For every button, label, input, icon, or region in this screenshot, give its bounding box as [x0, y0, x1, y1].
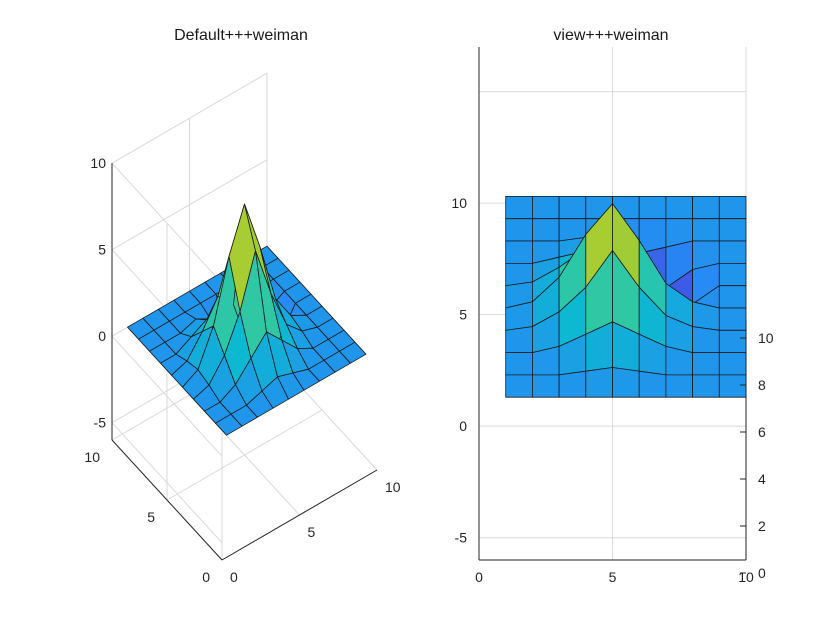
surface-patch	[339, 341, 367, 364]
surface-patch	[532, 374, 560, 398]
y-tick-label: 10	[451, 195, 467, 211]
right-axis-tick-label: 4	[758, 471, 766, 487]
surface-patch	[505, 374, 533, 398]
surface-patch	[532, 218, 560, 242]
y-tick-label: 5	[459, 307, 467, 323]
surface-patch	[505, 352, 533, 376]
right-axis-tick-label: 2	[758, 518, 766, 534]
surface-patch	[718, 195, 747, 220]
surface-patch	[692, 218, 720, 242]
y-tick-label: 0	[459, 418, 467, 434]
x-tick-label: 5	[308, 524, 316, 540]
right-subplot-title: view+++weiman	[553, 27, 668, 44]
left-subplot-title: Default+++weiman	[174, 27, 308, 44]
z-tick-label: 5	[98, 242, 106, 258]
z-tick-label: 0	[98, 328, 106, 344]
surface-patch	[638, 370, 667, 398]
surface-patch	[585, 367, 613, 398]
surface-patch	[505, 195, 533, 220]
surface-patch	[638, 195, 667, 220]
surface-patch	[665, 374, 693, 398]
z-tick-label: 10	[90, 155, 106, 171]
surface-patch	[718, 285, 747, 309]
x-tick-label: 0	[230, 569, 238, 585]
surface-patch	[692, 195, 720, 220]
surface-patch	[505, 240, 533, 264]
x-tick-label: 10	[385, 479, 401, 495]
right-axis-tick-label: 0	[758, 565, 766, 581]
right-axis-tick-label: 10	[758, 330, 774, 346]
y-tick-label: -5	[455, 530, 468, 546]
surface-patch	[692, 352, 720, 376]
surface-patch	[505, 218, 533, 242]
right-axis-tick-label: 6	[758, 424, 766, 440]
surface-patch	[558, 370, 587, 398]
y-tick-label: 10	[84, 449, 100, 465]
right-axis-tick-label: 8	[758, 377, 766, 393]
y-tick-label: 5	[147, 509, 155, 525]
surface-patch	[612, 367, 640, 398]
right-surface	[505, 195, 747, 398]
surface-patch	[718, 329, 747, 354]
surface-patch	[718, 352, 747, 376]
surface-patch	[505, 326, 533, 354]
surface-patch	[718, 374, 747, 398]
surface-patch	[692, 374, 720, 398]
surface-patch	[718, 240, 747, 264]
left-subplot: Default+++weiman -5 0 5 10 0 5 10 0 5 10	[84, 27, 400, 585]
surface-patch	[692, 326, 720, 354]
z-tick-label: -5	[94, 415, 107, 431]
x-tick-label: 0	[475, 569, 483, 585]
surface-patch	[718, 218, 747, 242]
y-tick-label: 0	[202, 569, 210, 585]
x-tick-label: 5	[609, 569, 617, 585]
surface-patch	[665, 195, 693, 220]
x-tick-label: 10	[738, 569, 754, 585]
surface-patch	[532, 195, 560, 220]
surface-patch	[558, 195, 587, 220]
surface-patch	[718, 262, 747, 287]
left-tick-labels: -5 0 5 10 0 5 10 0 5 10	[84, 155, 400, 585]
left-surface	[127, 203, 367, 436]
surface-patch	[718, 307, 747, 331]
